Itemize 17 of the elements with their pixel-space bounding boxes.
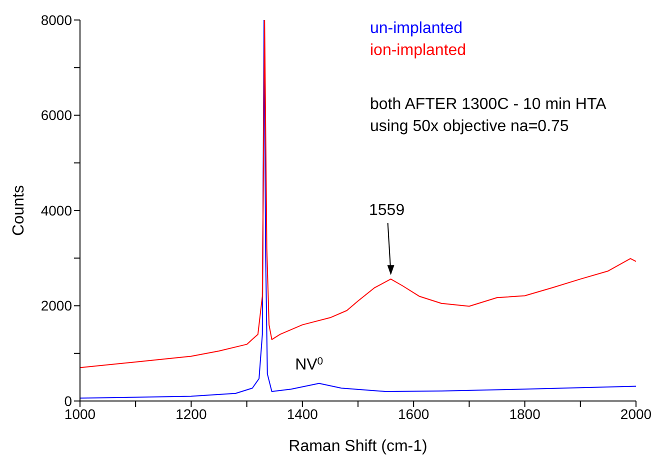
x-tick-label: 1800 bbox=[509, 406, 541, 422]
annotation: 1559 bbox=[369, 202, 405, 220]
y-tick-label: 4000 bbox=[40, 202, 72, 218]
y-tick-label: 2000 bbox=[40, 298, 72, 314]
y-tick-label: 6000 bbox=[40, 107, 72, 124]
annotation: both AFTER 1300C - 10 min HTA bbox=[370, 95, 606, 115]
text: ion-implanted bbox=[370, 41, 466, 61]
y-tick-label: 8000 bbox=[40, 12, 72, 28]
x-tick-label: 1400 bbox=[286, 406, 318, 422]
x-tick-label: 1600 bbox=[398, 406, 430, 422]
annotation: NV$^{0}$ bbox=[295, 356, 324, 374]
x-axis-title: Raman Shift (cm-1) bbox=[288, 438, 428, 455]
x-tick-label: 2000 bbox=[620, 406, 652, 422]
x-tick-label: 1200 bbox=[176, 406, 207, 422]
text: un-implanted bbox=[370, 19, 464, 39]
y-axis-title: Counts bbox=[10, 185, 28, 236]
annotation: using 50x objective na=0.75 bbox=[370, 117, 570, 137]
